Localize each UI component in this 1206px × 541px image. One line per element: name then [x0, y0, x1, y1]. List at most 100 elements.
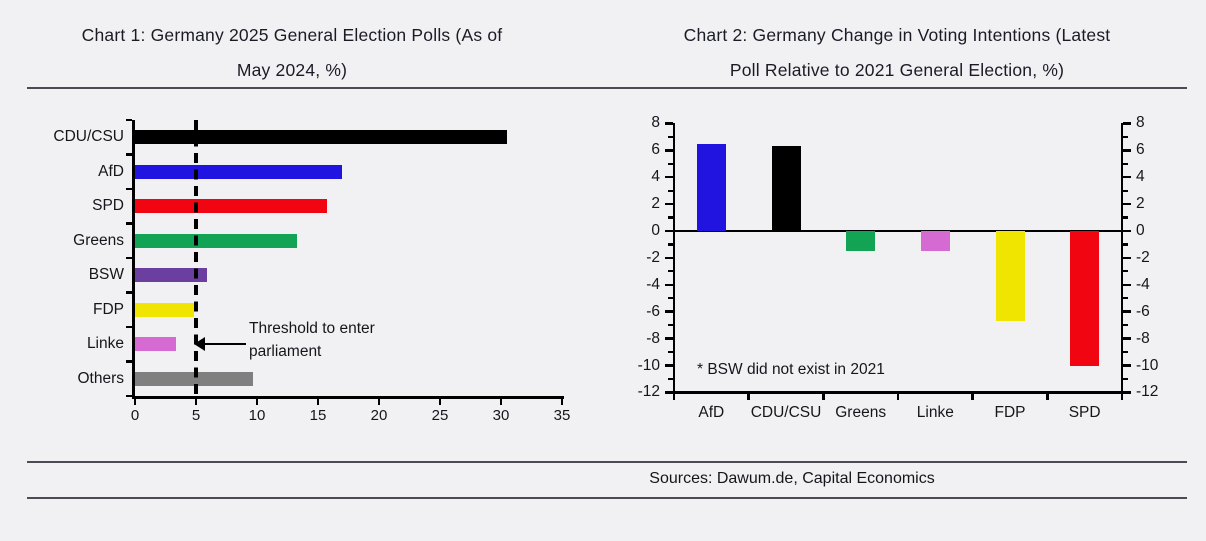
chart1-y-tick — [126, 394, 132, 398]
chart2-right-major-tick — [1123, 337, 1131, 340]
chart2-right-minor-tick — [1123, 324, 1128, 327]
chart2-bar-afd — [696, 143, 726, 231]
chart1-bar-spd — [135, 199, 327, 214]
chart2-left-major-tick — [665, 175, 673, 179]
chart2-bottom-axis — [672, 391, 1124, 394]
chart2-right-major-tick — [1123, 122, 1131, 125]
chart2-cat-label-afd: AfD — [698, 404, 725, 422]
chart1-y-tick — [126, 256, 132, 260]
chart1-x-tick-label: 25 — [431, 407, 449, 424]
threshold-arrow-head-icon — [194, 337, 205, 351]
chart2-x-tick — [971, 393, 974, 400]
chart2-right-tick-label: -4 — [1136, 275, 1150, 293]
chart2-left-major-tick — [665, 202, 673, 206]
chart2-left-minor-tick — [668, 162, 673, 165]
chart1-title: Chart 1: Germany 2025 General Election P… — [32, 18, 552, 88]
threshold-annotation-line1: Threshold to enter — [249, 320, 375, 337]
chart1-x-tick — [438, 399, 442, 405]
chart2-right-major-tick — [1123, 283, 1131, 287]
chart2-right-major-tick — [1123, 175, 1131, 179]
chart2-bar-linke — [920, 231, 950, 252]
bsw-footnote: * BSW did not exist in 2021 — [697, 361, 885, 378]
chart2-right-tick-label: 4 — [1136, 168, 1145, 186]
chart2-title-line1: Chart 2: Germany Change in Voting Intent… — [683, 25, 1111, 45]
chart1-bar-bsw — [135, 268, 207, 283]
chart2-left-major-tick — [665, 364, 673, 367]
chart1-x-tick-label: 15 — [309, 407, 327, 424]
chart2-left-tick-label: 6 — [651, 141, 660, 159]
chart2-right-minor-tick — [1123, 135, 1128, 138]
chart2-cat-label-greens: Greens — [835, 404, 887, 422]
chart1-y-tick — [126, 118, 132, 122]
chart2-title: Chart 2: Germany Change in Voting Intent… — [627, 18, 1167, 88]
chart2-left-minor-tick — [668, 350, 673, 354]
chart2-left-minor-tick — [668, 377, 673, 381]
chart1-bar-afd — [135, 164, 343, 179]
chart2-right-minor-tick — [1123, 297, 1128, 300]
chart2-left-tick-label: 4 — [651, 168, 660, 186]
chart2-right-minor-tick — [1123, 350, 1128, 354]
chart2-right-minor-tick — [1123, 162, 1128, 165]
chart1-x-tick — [560, 399, 564, 405]
chart2-right-major-tick — [1123, 202, 1131, 206]
chart2-right-tick-label: 8 — [1136, 114, 1145, 132]
chart1-y-tick — [126, 222, 132, 225]
chart2-right-axis — [1120, 123, 1124, 395]
chart1-title-line1: Chart 1: Germany 2025 General Election P… — [81, 25, 503, 45]
chart2-x-tick — [822, 393, 825, 400]
chart2-cat-label-spd: SPD — [1068, 404, 1101, 422]
chart1-bar-others — [135, 371, 254, 386]
chart1-cat-label-linke: Linke — [86, 335, 124, 353]
chart1-cat-label-spd: SPD — [92, 197, 124, 215]
chart2-right-minor-tick — [1123, 243, 1128, 246]
sources-text: Sources: Dawum.de, Capital Economics — [649, 470, 935, 487]
sources-divider-bottom — [27, 497, 1187, 499]
chart2-left-major-tick — [665, 283, 673, 287]
chart2-right-major-tick — [1123, 256, 1131, 260]
chart1-y-axis — [132, 120, 135, 399]
chart2-left-minor-tick — [668, 243, 673, 246]
chart1-cat-label-greens: Greens — [73, 231, 124, 249]
chart2-right-major-tick — [1123, 364, 1131, 367]
chart2-right-minor-tick — [1123, 189, 1128, 192]
chart1-bar-linke — [135, 337, 177, 352]
chart1-threshold-line — [194, 120, 198, 396]
chart2-x-tick — [896, 393, 900, 400]
chart1-cat-label-cdu-csu: CDU/CSU — [53, 128, 124, 146]
chart2-bar-greens — [846, 231, 876, 252]
chart1-x-tick — [133, 399, 137, 405]
chart2-right-major-tick — [1123, 310, 1131, 313]
chart2-left-major-tick — [665, 229, 673, 233]
chart1-cat-label-fdp: FDP — [93, 300, 124, 318]
chart2-bar-spd — [1070, 231, 1100, 366]
chart2-right-minor-tick — [1123, 270, 1128, 273]
chart2-left-tick-label: -8 — [646, 329, 660, 347]
chart2-left-minor-tick — [668, 324, 673, 327]
chart2-zero-line — [674, 229, 1122, 233]
chart2-left-major-tick — [665, 391, 673, 394]
chart2-left-tick-label: -2 — [646, 248, 660, 266]
chart2-cat-label-linke: Linke — [916, 404, 954, 422]
chart2-right-tick-label: 6 — [1136, 141, 1145, 159]
chart2-x-tick — [747, 393, 750, 400]
chart2-left-tick-label: 0 — [651, 222, 660, 239]
chart2-left-major-tick — [665, 122, 673, 125]
chart2-left-tick-label: -6 — [646, 302, 660, 320]
chart1-bar-greens — [135, 233, 298, 248]
chart2-bar-cdu-csu — [771, 146, 801, 231]
chart2-left-major-tick — [665, 149, 673, 152]
chart2-x-tick — [1046, 393, 1049, 400]
chart1-title-line2: May 2024, %) — [236, 60, 348, 80]
chart2-left-major-tick — [665, 256, 673, 260]
sources-divider-top — [27, 461, 1187, 463]
chart2-right-major-tick — [1123, 391, 1131, 394]
chart1-x-tick — [499, 399, 503, 405]
chart1-bar-fdp — [135, 302, 194, 317]
chart2-left-minor-tick — [668, 297, 673, 300]
chart1-x-tick-label: 20 — [370, 407, 388, 424]
chart2-x-tick — [672, 393, 676, 400]
chart1-bar-cdu-csu — [135, 130, 508, 145]
chart1-y-tick — [126, 325, 132, 329]
chart1-x-tick — [377, 399, 381, 405]
